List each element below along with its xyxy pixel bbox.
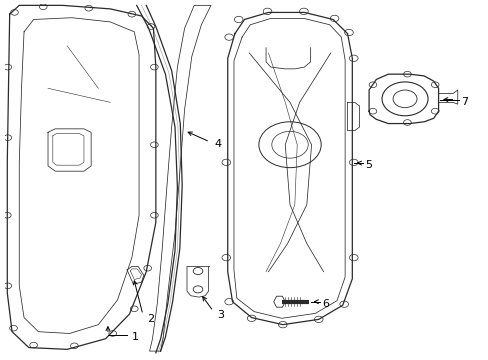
Text: 4: 4 bbox=[214, 139, 222, 149]
Text: 2: 2 bbox=[146, 314, 154, 324]
Text: 7: 7 bbox=[460, 97, 468, 107]
Text: 6: 6 bbox=[322, 299, 328, 309]
Text: 3: 3 bbox=[216, 310, 223, 320]
Text: 5: 5 bbox=[365, 160, 371, 170]
Text: 1: 1 bbox=[132, 332, 139, 342]
